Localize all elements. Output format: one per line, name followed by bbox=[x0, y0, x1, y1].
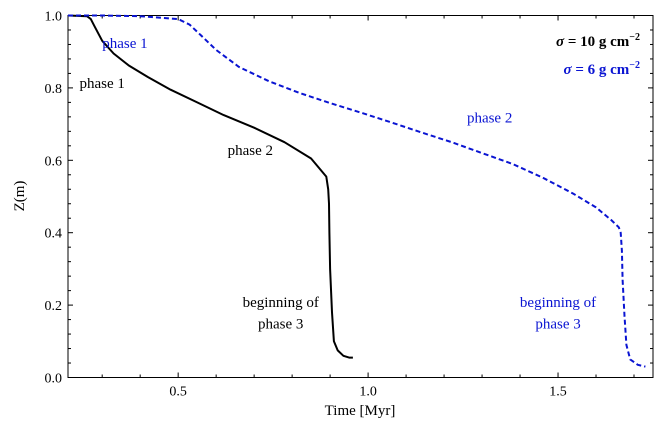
annotations: phase 1 phase 1 phase 2 phase 2 beginning of… bbox=[79, 36, 596, 333]
annotation-label: beginning of bbox=[243, 295, 319, 311]
tick-labels: 0.5 1.0 1.5 0.0 0.2 0.4 0.6 0.8 1.0 bbox=[45, 10, 567, 400]
y-tick-label: 0.2 bbox=[45, 299, 63, 314]
annotation-label: beginning of bbox=[520, 295, 596, 311]
x-tick-label: 1.5 bbox=[549, 385, 567, 400]
series-group bbox=[67, 14, 646, 368]
plot-frame bbox=[67, 15, 654, 378]
legend-entry-2: σ = 6 g cm−2 bbox=[564, 60, 641, 78]
x-tick-label: 1.0 bbox=[359, 385, 377, 400]
y-tick-label: 0.4 bbox=[45, 227, 63, 242]
series-line-2 bbox=[68, 14, 646, 368]
y-tick-label: 0.8 bbox=[45, 82, 63, 97]
y-tick-label: 1.0 bbox=[45, 10, 63, 25]
x-tick-label: 0.5 bbox=[169, 385, 187, 400]
y-axis-title: Z(m) bbox=[12, 181, 28, 212]
annotation-label: phase 2 bbox=[228, 143, 273, 159]
annotation-label: phase 1 bbox=[79, 76, 124, 92]
legend-entry-1: σ = 10 g cm−2 bbox=[556, 32, 640, 50]
annotation-label: phase 2 bbox=[467, 110, 512, 126]
series-line-1 bbox=[67, 14, 353, 359]
legend: σ = 10 g cm−2 σ = 6 g cm−2 bbox=[556, 32, 640, 78]
axis-ticks bbox=[68, 15, 653, 378]
annotation-label: phase 3 bbox=[535, 317, 580, 333]
annotation-label: phase 1 bbox=[102, 36, 147, 52]
x-axis-title: Time [Myr] bbox=[325, 403, 396, 419]
y-tick-label: 0.6 bbox=[45, 154, 63, 169]
annotation-label: phase 3 bbox=[258, 317, 303, 333]
y-tick-label: 0.0 bbox=[45, 372, 63, 387]
